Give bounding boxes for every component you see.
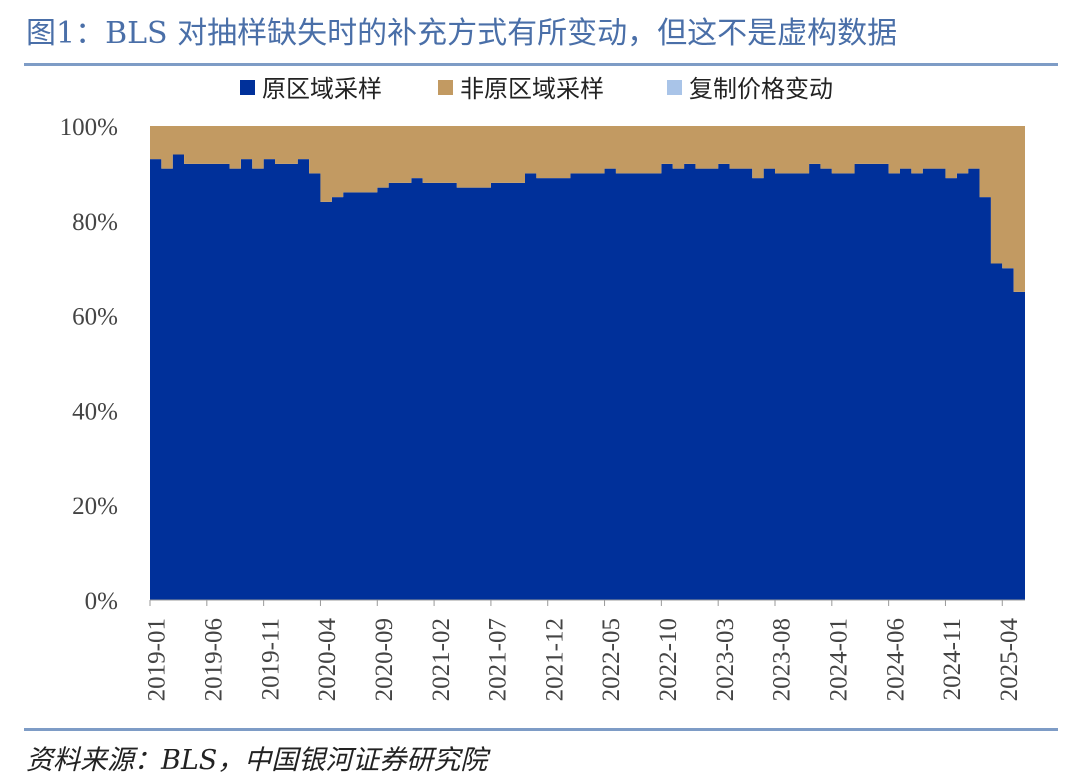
x-tick-label: 2020-09 [371,618,398,701]
source-note: 资料来源：BLS，中国银河证券研究院 [26,745,488,776]
y-tick-label: 80% [72,209,118,236]
title-divider [24,63,1058,66]
legend-label-1: 原区域采样 [262,75,382,103]
y-tick-label: 100% [60,114,118,141]
x-tick-label: 2024-01 [826,618,853,701]
x-tick-label: 2024-11 [939,618,966,700]
legend-swatch-3 [667,80,682,95]
x-tick-label: 2025-04 [996,618,1023,702]
x-tick-label: 2021-12 [541,618,568,701]
footer-divider [24,728,1058,731]
x-tick-label: 2024-06 [882,618,909,701]
y-tick-label: 0% [85,588,118,615]
legend-swatch-2 [438,80,453,95]
legend-label-2: 非原区域采样 [460,75,604,103]
y-tick-label: 60% [72,304,118,331]
series-area-2 [150,126,1025,292]
x-tick-label: 2022-05 [598,618,625,701]
x-tick-label: 2019-01 [144,618,171,701]
x-tick-label: 2020-04 [314,618,341,702]
y-tick-label: 40% [72,398,118,425]
x-tick-label: 2021-07 [485,618,512,701]
x-tick-label: 2021-02 [428,618,455,701]
x-tick-label: 2019-11 [257,618,284,700]
y-tick-label: 20% [72,493,118,520]
series-area-1 [150,154,1025,600]
chart-title: 图1：BLS 对抽样缺失时的补充方式有所变动，但这不是虚构数据 [26,16,898,51]
x-tick-label: 2019-06 [201,618,228,701]
legend-label-3: 复制价格变动 [689,75,833,103]
x-tick-label: 2022-10 [655,618,682,701]
x-tick-label: 2023-08 [769,618,796,701]
x-tick-label: 2023-03 [712,618,739,701]
legend-swatch-1 [240,80,255,95]
